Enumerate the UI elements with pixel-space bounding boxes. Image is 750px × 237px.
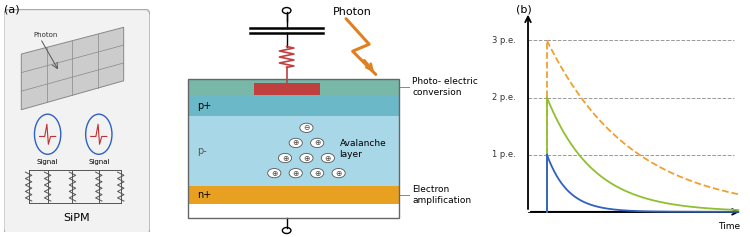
FancyBboxPatch shape: [4, 9, 150, 234]
Circle shape: [290, 138, 302, 148]
Circle shape: [268, 169, 280, 178]
Text: (b): (b): [516, 5, 532, 15]
Text: ⊕: ⊕: [335, 169, 342, 178]
Bar: [254, 82, 320, 95]
Text: ⊕: ⊕: [314, 138, 320, 147]
Text: 2 p.e.: 2 p.e.: [492, 93, 515, 102]
Circle shape: [321, 153, 334, 163]
Text: ⊕: ⊕: [282, 154, 288, 163]
Text: Time: Time: [718, 222, 740, 231]
Text: Photo- electric
conversion: Photo- electric conversion: [412, 77, 478, 97]
Text: Signal: Signal: [88, 159, 109, 165]
Text: SiPM: SiPM: [64, 213, 90, 223]
Text: 1 p.e.: 1 p.e.: [492, 150, 515, 159]
Bar: [188, 79, 399, 95]
Text: 3 p.e.: 3 p.e.: [491, 36, 515, 45]
Bar: [188, 79, 399, 219]
Text: p+: p+: [197, 101, 211, 111]
Circle shape: [310, 138, 324, 148]
Circle shape: [300, 123, 313, 132]
Bar: [188, 95, 399, 116]
Text: p-: p-: [197, 146, 207, 156]
Text: ⊕: ⊕: [325, 154, 331, 163]
Text: Photon: Photon: [33, 32, 57, 38]
Text: ⊖: ⊖: [303, 123, 310, 132]
Bar: [188, 116, 399, 186]
Polygon shape: [21, 27, 124, 110]
Text: ⊕: ⊕: [271, 169, 278, 178]
Text: n+: n+: [197, 190, 211, 200]
Text: Signal: Signal: [37, 159, 58, 165]
Text: ⊕: ⊕: [292, 138, 299, 147]
Text: ⊕: ⊕: [292, 169, 299, 178]
Text: Avalanche
layer: Avalanche layer: [340, 139, 386, 159]
Bar: [188, 186, 399, 205]
Text: ⊕: ⊕: [314, 169, 320, 178]
Circle shape: [278, 153, 292, 163]
Text: Photon: Photon: [333, 7, 372, 17]
Text: Electron
amplification: Electron amplification: [412, 186, 471, 205]
Text: (a): (a): [4, 5, 20, 15]
Circle shape: [300, 153, 313, 163]
Circle shape: [290, 169, 302, 178]
Circle shape: [310, 169, 324, 178]
Text: ⊕: ⊕: [303, 154, 310, 163]
Circle shape: [332, 169, 345, 178]
